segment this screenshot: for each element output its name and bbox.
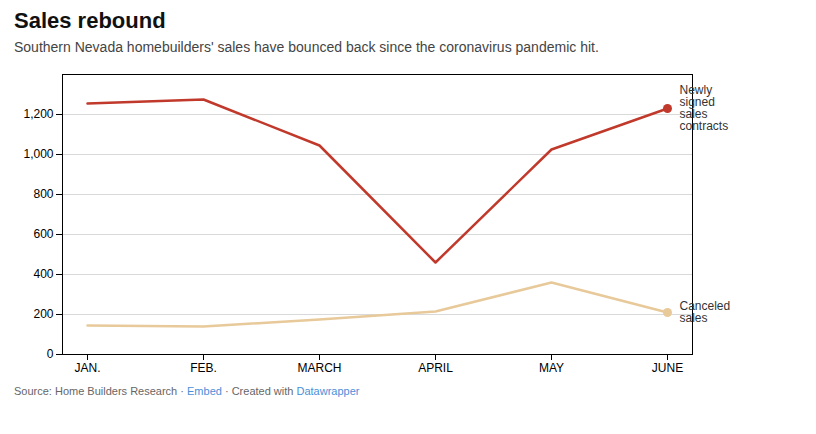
svg-text:APRIL: APRIL [418,361,453,375]
svg-text:Newlysignedsalescontracts: Newlysignedsalescontracts [680,83,729,133]
html-text:Sales rebound: Sales rebound [14,8,166,33]
svg-text:400: 400 [33,267,53,281]
svg-text:JUNE: JUNE [652,361,683,375]
svg-text:Canceledsales: Canceledsales [680,299,731,325]
svg-text:1,200: 1,200 [23,107,53,121]
svg-text:800: 800 [33,187,53,201]
svg-text:JAN.: JAN. [74,361,100,375]
svg-text:600: 600 [33,227,53,241]
svg-text:MAY: MAY [539,361,564,375]
html-text:Source: Home Builders Research: Source: Home Builders Research · Embed ·… [14,385,360,397]
html-text:Southern Nevada homebuilders': Southern Nevada homebuilders' sales have… [14,39,599,55]
svg-text:0: 0 [47,347,54,361]
svg-text:1,000: 1,000 [23,147,53,161]
svg-text:FEB.: FEB. [190,361,217,375]
svg-text:MARCH: MARCH [298,361,342,375]
svg-text:200: 200 [33,307,53,321]
